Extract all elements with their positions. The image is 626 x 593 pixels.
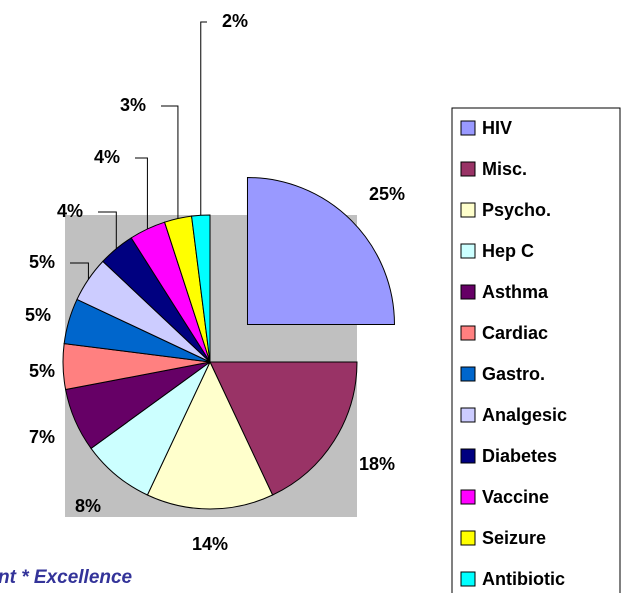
legend-label: Gastro. [482, 364, 545, 384]
legend-label: Analgesic [482, 405, 567, 425]
legend-label: Vaccine [482, 487, 549, 507]
leader-line [200, 21, 207, 216]
legend-label: Antibiotic [482, 569, 565, 589]
legend-label: Cardiac [482, 323, 548, 343]
legend-swatch [460, 530, 476, 546]
legend-label: Seizure [482, 528, 546, 548]
leader-line [70, 262, 89, 280]
legend-swatch [460, 407, 476, 423]
data-label: 3% [120, 95, 146, 115]
legend-label: Hep C [482, 241, 534, 261]
data-label: 8% [75, 496, 101, 516]
legend-swatch [460, 161, 476, 177]
legend-box [451, 107, 621, 593]
legend-swatch [460, 202, 476, 218]
data-label: 5% [29, 252, 55, 272]
pie-slice [246, 177, 395, 326]
data-label: 4% [57, 201, 83, 221]
legend-swatch [460, 366, 476, 382]
data-label: 7% [29, 427, 55, 447]
data-label: 25% [369, 184, 405, 204]
data-label: 4% [94, 147, 120, 167]
legend-swatch [460, 243, 476, 259]
legend-swatch [460, 448, 476, 464]
legend-label: Psycho. [482, 200, 551, 220]
data-label: 14% [192, 534, 228, 554]
data-label: 18% [359, 454, 395, 474]
pie-slice [209, 361, 358, 496]
legend-swatch [460, 120, 476, 136]
legend-label: Diabetes [482, 446, 557, 466]
legend-label: HIV [482, 118, 512, 138]
data-label: 2% [222, 11, 248, 31]
legend-swatch [460, 284, 476, 300]
legend-swatch [460, 571, 476, 587]
legend-swatch [460, 489, 476, 505]
footer-text: nt * Excellence [0, 567, 133, 588]
data-label: 5% [25, 305, 51, 325]
pie-slice [146, 360, 274, 510]
data-label: 5% [29, 361, 55, 381]
legend-label: Asthma [482, 282, 549, 302]
legend-label: Misc. [482, 159, 527, 179]
leader-line [98, 211, 117, 249]
leader-line [135, 157, 148, 229]
leader-line [161, 105, 179, 219]
legend-swatch [460, 325, 476, 341]
